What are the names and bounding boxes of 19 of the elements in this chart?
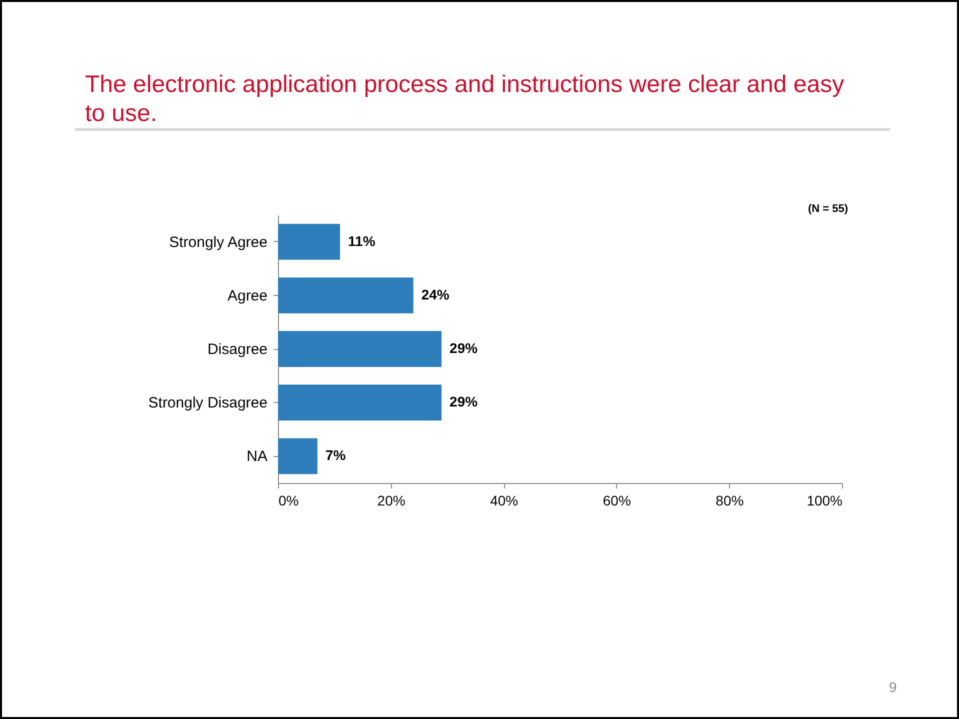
chart-title: The electronic application process and instructions were clear and easy to use. <box>85 70 845 128</box>
y-tick-label: NA <box>246 448 268 466</box>
data-label: 29% <box>450 340 478 356</box>
x-tick-label: 100% <box>806 492 842 508</box>
text: 9 <box>889 679 897 695</box>
y-tick-label: Strongly Disagree <box>148 394 268 412</box>
data-label: 24% <box>421 286 450 302</box>
data-label: 11% <box>348 232 376 249</box>
x-tick-label: 20% <box>377 492 406 508</box>
data-label: 7% <box>325 447 346 464</box>
y-tick-label: Agree <box>227 287 268 304</box>
x-tick-label: 0% <box>278 492 299 508</box>
x-tick-label: 80% <box>716 492 744 508</box>
data-label: 29% <box>450 394 478 410</box>
text: (N = 55) <box>808 203 848 215</box>
x-tick-label: 40% <box>490 492 518 508</box>
y-tick-label: Strongly Agree <box>169 234 268 251</box>
y-tick-label: Disagree <box>207 341 268 358</box>
x-tick-label: 60% <box>602 492 631 508</box>
